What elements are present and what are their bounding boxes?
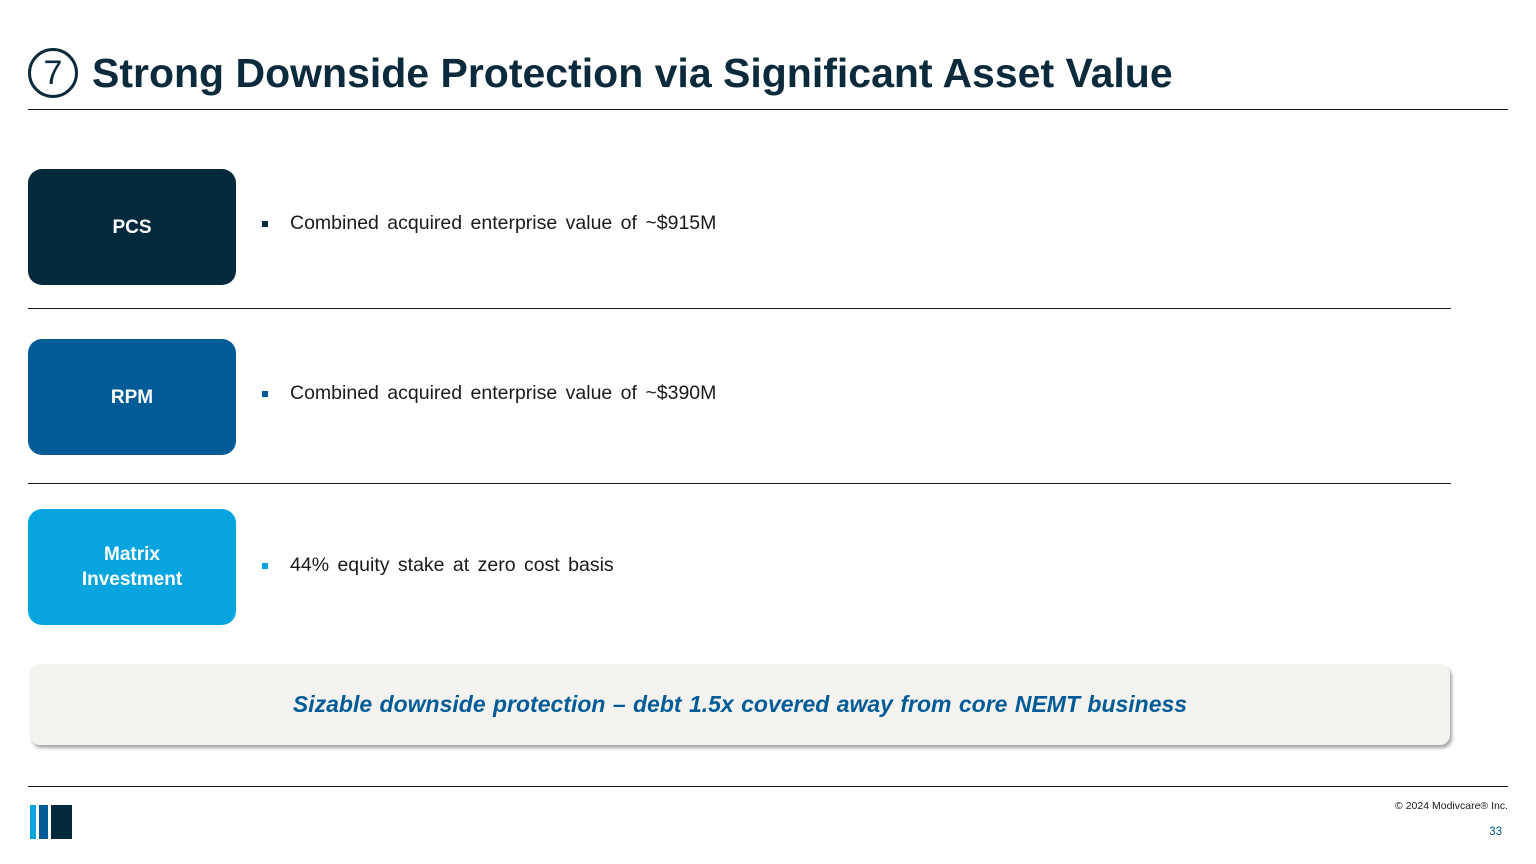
bullet-text-matrix: 44% equity stake at zero cost basis — [290, 554, 614, 576]
segment-label-pcs: PCS — [112, 216, 152, 238]
segment-label-rpm: RPM — [110, 386, 154, 408]
bullet-square-icon — [262, 562, 268, 569]
segment-label-matrix-line1: Matrix — [104, 544, 160, 565]
segment-box-rpm: RPM — [28, 339, 236, 455]
callout-text: Sizable downside protection – debt 1.5x … — [292, 691, 1188, 717]
title-block: 7 Strong Downside Protection via Signifi… — [28, 48, 1173, 98]
modivcare-logo-icon — [30, 805, 72, 839]
step-number-badge: 7 — [28, 48, 78, 98]
bullet-item-pcs: Combined acquired enterprise value of ~$… — [262, 212, 716, 235]
bullet-item-matrix: 44% equity stake at zero cost basis — [262, 554, 614, 577]
bullet-square-icon — [262, 220, 268, 227]
segment-box-matrix-investment: Matrix Investment — [28, 509, 236, 625]
section-divider — [28, 483, 1451, 484]
bullet-square-icon — [262, 390, 268, 397]
section-divider — [28, 308, 1451, 309]
bullet-text-rpm: Combined acquired enterprise value of ~$… — [290, 382, 717, 404]
segment-label-matrix-line2: Investment — [81, 569, 183, 590]
header-divider — [28, 109, 1508, 110]
bullet-text-pcs: Combined acquired enterprise value of ~$… — [290, 212, 717, 234]
footer-divider — [28, 786, 1508, 787]
page-title: Strong Downside Protection via Significa… — [92, 49, 1173, 96]
callout-box: Sizable downside protection – debt 1.5x … — [30, 664, 1450, 745]
segment-box-pcs: PCS — [28, 169, 236, 285]
page-number: 33 — [1489, 826, 1502, 838]
copyright-notice: © 2024 Modivcare® Inc. — [1395, 800, 1508, 812]
bullet-item-rpm: Combined acquired enterprise value of ~$… — [262, 382, 716, 405]
